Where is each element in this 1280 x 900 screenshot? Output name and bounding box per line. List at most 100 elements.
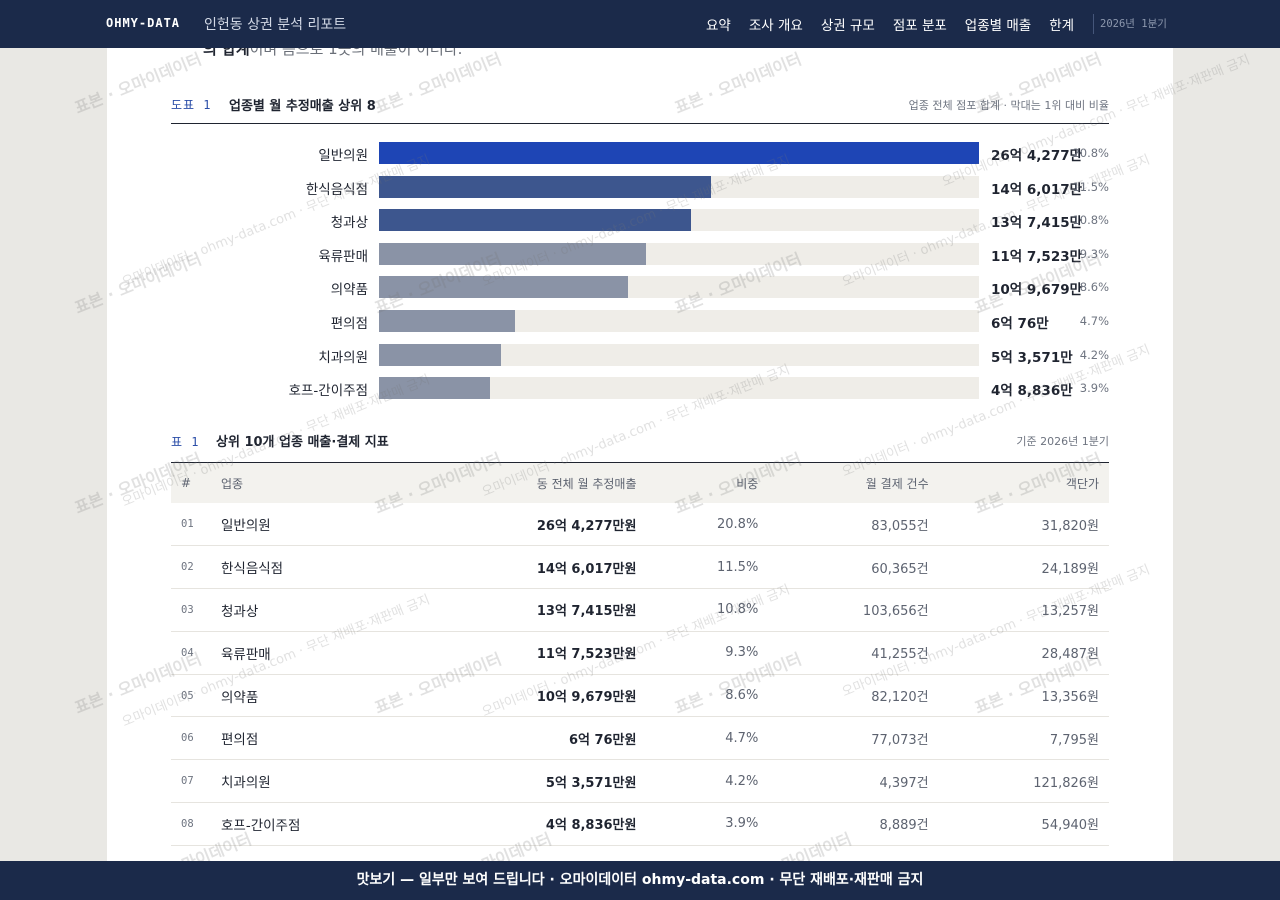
figure-number: 도표 1 xyxy=(171,98,212,112)
bar-value: 11억 7,523만 xyxy=(991,248,1083,265)
cell-category: 편의점 xyxy=(211,716,409,761)
bar-percent: 4.2% xyxy=(1079,347,1109,362)
table-note: 기준 2026년 1분기 xyxy=(1016,435,1109,448)
bar-fill xyxy=(379,209,691,232)
cell-avg-ticket: 24,189원 xyxy=(938,545,1109,590)
cell-avg-ticket: 13,257원 xyxy=(938,588,1109,632)
table-row: 03 청과상 13억 7,415만원 10.8% 103,656건 13,257원 xyxy=(171,588,1109,632)
bar-track xyxy=(379,343,979,366)
bar-row: 한식음식점 14억 6,017만 11.5% xyxy=(171,175,1109,198)
cell-rank: 03 xyxy=(171,588,211,632)
bar-row: 일반의원 26억 4,277만 20.8% xyxy=(171,142,1109,164)
table-title: 상위 10개 업종 매출·결제 지표 xyxy=(216,435,389,450)
cell-category: 일반의원 xyxy=(211,503,409,547)
intro-bold: 의 합계 xyxy=(203,48,250,58)
table-row: 07 치과의원 5억 3,571만원 4.2% 4,397건 121,826원 xyxy=(171,759,1109,804)
bar-label: 한식음식점 xyxy=(305,181,368,198)
bar-percent: 9.3% xyxy=(1079,246,1109,261)
bar-value: 13억 7,415만 xyxy=(991,215,1083,232)
col-payment-count: 월 결제 건수 xyxy=(768,463,939,503)
bar-label: 호프-간이주점 xyxy=(288,383,368,400)
cell-payment-count: 8,889건 xyxy=(768,802,939,846)
bar-value: 6억 76만 xyxy=(991,316,1049,332)
cell-rank: 02 xyxy=(171,545,211,590)
nav-item-limitations[interactable]: 한계 xyxy=(1049,18,1075,34)
cell-payment-count: 4,397건 xyxy=(768,759,939,804)
cell-avg-ticket: 13,356원 xyxy=(938,674,1109,718)
bar-label: 육류판매 xyxy=(318,248,368,265)
bar-percent: 11.5% xyxy=(1072,179,1109,194)
bar-fill xyxy=(379,175,711,198)
cell-rank: 01 xyxy=(171,503,211,547)
cell-rank: 06 xyxy=(171,716,211,761)
bar-value: 26억 4,277만 xyxy=(991,148,1083,164)
cell-payment-count: 103,656건 xyxy=(768,588,939,632)
cell-monthly-sales: 5억 3,571만원 xyxy=(408,759,647,804)
quarter-label: 2026년 1분기 xyxy=(1100,18,1167,30)
bar-percent: 4.7% xyxy=(1079,314,1109,328)
bar-track xyxy=(379,209,979,232)
bar-track xyxy=(379,242,979,265)
cell-category: 호프-간이주점 xyxy=(211,802,409,846)
table-header-row: # 업종 동 전체 월 추정매출 비중 월 결제 건수 객단가 xyxy=(171,463,1109,503)
cell-avg-ticket: 121,826원 xyxy=(938,759,1109,804)
bar-value: 10억 9,679만 xyxy=(991,282,1083,299)
bar-label: 청과상 xyxy=(330,215,368,232)
cell-share: 4.2% xyxy=(646,759,769,804)
cell-avg-ticket: 7,795원 xyxy=(938,716,1109,761)
table-row: 04 육류판매 11억 7,523만원 9.3% 41,255건 28,487원 xyxy=(171,631,1109,675)
cell-monthly-sales: 13억 7,415만원 xyxy=(408,588,647,632)
cell-avg-ticket: 31,820원 xyxy=(938,503,1109,547)
bar-label: 일반의원 xyxy=(318,148,368,164)
cell-rank: 08 xyxy=(171,802,211,846)
report-title: 인헌동 상권 분석 리포트 xyxy=(204,17,347,33)
cell-monthly-sales: 10억 9,679만원 xyxy=(408,674,647,718)
bar-fill xyxy=(379,310,516,332)
figure-title: 업종별 월 추정매출 상위 8 xyxy=(229,99,376,114)
nav-item-store-distribution[interactable]: 점포 분포 xyxy=(892,18,947,34)
nav-item-summary[interactable]: 요약 xyxy=(706,18,731,34)
bar-label: 치과의원 xyxy=(318,349,368,366)
cell-category: 육류판매 xyxy=(211,631,409,675)
figure-header: 도표 1 업종별 월 추정매출 상위 8 업종 전체 점포 합계 · 막대는 1… xyxy=(171,96,1109,124)
cell-share: 4.7% xyxy=(646,716,769,761)
bar-fill xyxy=(379,242,646,265)
cell-avg-ticket: 54,940원 xyxy=(938,802,1109,846)
bar-percent: 3.9% xyxy=(1079,381,1109,396)
bar-row: 청과상 13억 7,415만 10.8% xyxy=(171,209,1109,232)
bar-label: 의약품 xyxy=(330,282,368,299)
intro-text-fragment: 의 합계이며 음으로 1곳의 매출이 이러다. xyxy=(203,48,462,59)
cell-share: 3.9% xyxy=(646,802,769,846)
cell-share: 9.3% xyxy=(646,631,769,675)
nav-item-survey-overview[interactable]: 조사 개요 xyxy=(748,18,803,34)
bar-row: 육류판매 11억 7,523만 9.3% xyxy=(171,242,1109,265)
bar-row: 편의점 6억 76만 4.7% xyxy=(171,310,1109,332)
bar-percent: 10.8% xyxy=(1072,213,1109,228)
cell-payment-count: 77,073건 xyxy=(768,716,939,761)
nav-item-sales-by-category[interactable]: 업종별 매출 xyxy=(964,18,1032,34)
bar-row: 호프-간이주점 4억 8,836만 3.9% xyxy=(171,377,1109,400)
section-nav: 요약 조사 개요 상권 규모 점포 분포 업종별 매출 한계 xyxy=(706,14,1092,34)
bar-fill xyxy=(379,142,979,164)
nav-item-market-size[interactable]: 상권 규모 xyxy=(820,18,875,34)
col-share: 비중 xyxy=(646,463,769,503)
cell-payment-count: 60,365건 xyxy=(768,545,939,590)
cell-category: 치과의원 xyxy=(211,759,409,804)
cell-share: 10.8% xyxy=(646,588,769,632)
bar-row: 의약품 10억 9,679만 8.6% xyxy=(171,276,1109,299)
cell-category: 청과상 xyxy=(211,588,409,632)
col-monthly-sales: 동 전체 월 추정매출 xyxy=(408,463,647,503)
cell-rank: 07 xyxy=(171,759,211,804)
col-rank: # xyxy=(171,463,211,503)
cell-rank: 04 xyxy=(171,631,211,675)
cell-payment-count: 83,055건 xyxy=(768,503,939,547)
intro-rest: 이며 음으로 1곳의 매출이 이러다. xyxy=(249,48,463,58)
cell-category: 한식음식점 xyxy=(211,545,409,590)
cell-rank: 05 xyxy=(171,674,211,718)
bar-value: 5억 3,571만 xyxy=(991,349,1073,366)
table-header: 표 1 상위 10개 업종 매출·결제 지표 기준 2026년 1분기 xyxy=(171,431,1109,463)
bar-track xyxy=(379,310,979,332)
brand-logo[interactable]: OHMY-DATA xyxy=(106,16,181,30)
table-row: 02 한식음식점 14억 6,017만원 11.5% 60,365건 24,189원 xyxy=(171,545,1109,590)
cell-monthly-sales: 11억 7,523만원 xyxy=(408,631,647,675)
